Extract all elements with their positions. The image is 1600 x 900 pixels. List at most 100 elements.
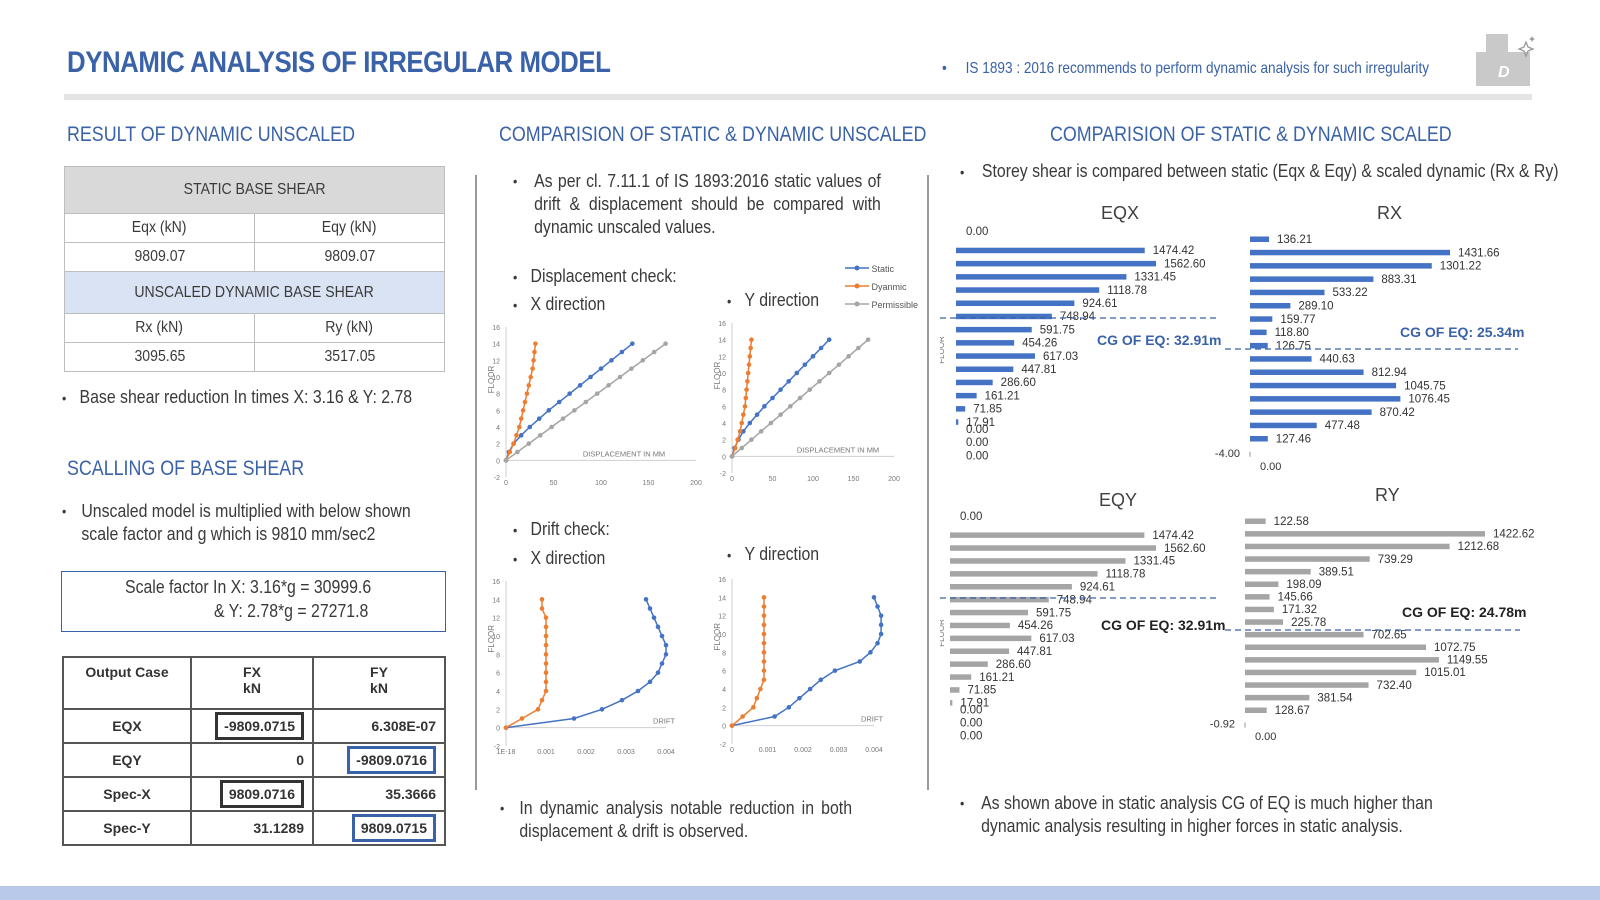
- bar: [1245, 694, 1310, 701]
- bar: [956, 326, 1032, 333]
- bar: [950, 558, 1126, 564]
- bar-label: 477.48: [1325, 420, 1360, 432]
- axis-min-label: -4.00: [1215, 448, 1240, 460]
- x-axis-label: DRIFT: [861, 715, 883, 724]
- reduction-bullet: • Base shear reduction In times X: 3.16 …: [62, 387, 413, 407]
- bar-label: 0.00: [960, 511, 982, 523]
- x-tick-label: 100: [595, 480, 607, 487]
- data-point: [503, 458, 509, 463]
- y-axis-label: FLOOR: [487, 625, 496, 653]
- data-point: [647, 679, 653, 685]
- bar: [956, 260, 1156, 267]
- bar-label: 1474.42: [1152, 530, 1194, 542]
- bar: [956, 340, 1015, 346]
- bar: [956, 247, 1145, 254]
- bar: [950, 532, 1145, 538]
- data-point: [871, 595, 877, 600]
- bar: [950, 622, 1010, 629]
- bar-label: 381.54: [1317, 692, 1353, 704]
- data-point: [778, 412, 783, 417]
- data-point: [539, 597, 545, 602]
- bar-label: 1045.75: [1404, 380, 1446, 392]
- data-point: [762, 404, 767, 409]
- bar: [956, 406, 966, 412]
- x-tick-label: 200: [888, 476, 900, 483]
- data-point: [740, 714, 745, 719]
- y-tick-label: 0: [722, 724, 726, 731]
- data-point: [663, 642, 669, 648]
- right-bottom-bullet: • As shown above in static analysis CG of…: [960, 793, 1433, 836]
- x-tick-label: 0.003: [617, 749, 635, 756]
- disp-x-label: • X direction: [513, 294, 606, 314]
- bar: [956, 353, 1035, 359]
- column-divider: [475, 175, 477, 790]
- case-cell: EQX: [62, 708, 192, 744]
- bar: [956, 392, 977, 399]
- y-tick-label: -2: [494, 744, 500, 751]
- base-shear-table: STATIC BASE SHEAR Eqx (kN) Eqy (kN) 9809…: [64, 166, 445, 372]
- section-heading-dynamic-unscaled: RESULT OF DYNAMIC UNSCALED: [67, 123, 355, 146]
- x-tick-label: 150: [848, 476, 860, 483]
- data-point: [543, 615, 549, 620]
- data-point: [810, 354, 816, 359]
- ry-label: Ry (kN): [254, 313, 445, 343]
- fx-cell: -9809.0715: [190, 708, 314, 744]
- x-tick-label: 0.002: [577, 749, 595, 756]
- y-tick-label: 6: [722, 669, 726, 676]
- bar: [1245, 606, 1274, 613]
- y-tick-label: 8: [722, 388, 726, 395]
- axis-min-label: -0.92: [1210, 719, 1235, 731]
- line-chart-legend: Static Dyanmic Permissible: [845, 260, 918, 314]
- data-point: [758, 686, 763, 692]
- bar-label: 748.94: [1060, 311, 1096, 323]
- data-point: [802, 362, 808, 367]
- bar-label: 0.00: [960, 717, 982, 729]
- y-tick-label: 0: [496, 458, 500, 465]
- bar: [1250, 396, 1401, 402]
- data-point: [770, 395, 775, 401]
- data-point: [768, 420, 774, 426]
- bar: [1245, 543, 1450, 550]
- data-point: [743, 395, 749, 401]
- legend-static: Static: [845, 260, 918, 278]
- y-tick-label: 12: [718, 354, 726, 361]
- bar-label: 1149.55: [1447, 655, 1488, 667]
- bar-label: 1015.01: [1424, 667, 1466, 679]
- y-axis-label: FLOOR: [713, 362, 722, 390]
- bar-label: 71.85: [973, 404, 1002, 416]
- bar-label: 17.91: [960, 698, 989, 710]
- data-point: [663, 341, 668, 346]
- data-point: [663, 652, 669, 657]
- data-point: [826, 337, 832, 342]
- data-point: [761, 622, 767, 628]
- disp-y-label: • Y direction: [727, 290, 820, 310]
- data-point: [647, 606, 653, 611]
- bar-label: 447.81: [1017, 646, 1052, 658]
- data-point: [507, 449, 513, 455]
- data-point: [865, 337, 871, 342]
- bar: [1250, 303, 1291, 309]
- data-point: [807, 387, 813, 392]
- data-point: [817, 379, 822, 384]
- data-point: [749, 337, 754, 342]
- bar: [950, 674, 972, 680]
- axis-zero-label: 0.00: [1260, 461, 1281, 473]
- table-row: Spec-Y 31.1289 9809.0715: [62, 810, 446, 846]
- bar-label: 289.10: [1298, 301, 1333, 313]
- bar-label: 136.21: [1277, 234, 1312, 246]
- x-tick-label: 0: [730, 747, 734, 754]
- bar-label: 171.32: [1282, 604, 1317, 616]
- case-cell: Spec-X: [62, 776, 192, 812]
- bar: [1250, 289, 1325, 296]
- data-point: [643, 597, 649, 602]
- data-point: [598, 366, 604, 371]
- bar-label: 0.00: [960, 705, 982, 717]
- data-point: [537, 433, 543, 438]
- data-point: [515, 449, 520, 455]
- data-point: [748, 345, 753, 351]
- bar: [950, 635, 1032, 642]
- bar: [956, 419, 959, 425]
- bar: [956, 366, 1014, 372]
- data-point: [503, 725, 509, 730]
- rx-chart-title: RX: [1377, 203, 1403, 223]
